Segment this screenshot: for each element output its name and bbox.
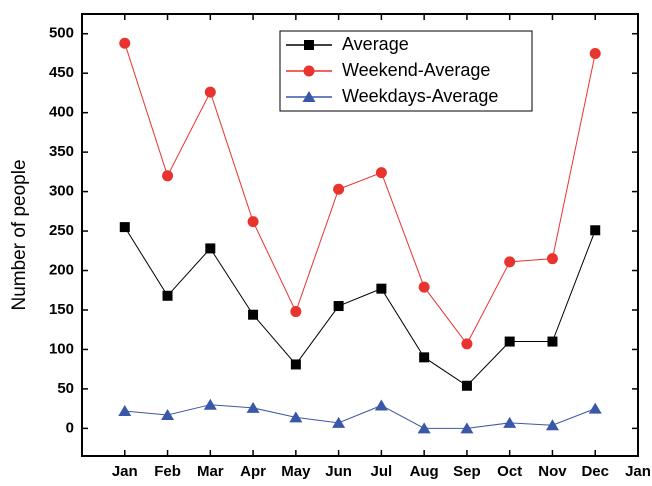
y-tick-label: 300 <box>49 183 74 200</box>
marker <box>375 167 387 179</box>
y-axis-label: Number of people <box>9 159 30 310</box>
marker <box>162 170 174 182</box>
y-tick-label: 150 <box>49 301 74 318</box>
marker <box>333 301 344 312</box>
x-tick-label: Mar <box>197 463 224 480</box>
marker <box>417 422 431 434</box>
marker <box>503 416 517 428</box>
y-tick-label: 350 <box>49 143 74 160</box>
y-tick-label: 50 <box>57 380 74 397</box>
marker <box>461 380 472 391</box>
series-line <box>124 43 596 345</box>
legend-label: Weekdays-Average <box>342 86 498 106</box>
marker <box>118 405 132 417</box>
series-line <box>124 226 596 387</box>
marker <box>204 86 216 98</box>
marker <box>162 290 173 301</box>
x-tick-label: Sep <box>453 463 481 480</box>
marker <box>545 419 559 431</box>
marker <box>203 398 217 410</box>
marker <box>246 401 260 413</box>
marker <box>247 216 259 228</box>
marker <box>588 402 602 414</box>
y-tick-label: 200 <box>49 261 74 278</box>
legend-label: Weekend-Average <box>342 60 490 80</box>
x-tick-label: Jan <box>112 463 138 480</box>
marker <box>302 91 316 102</box>
x-tick-label: Apr <box>240 463 266 480</box>
marker <box>304 40 314 50</box>
marker <box>376 283 387 294</box>
marker <box>374 399 388 411</box>
marker <box>589 47 601 59</box>
marker <box>290 359 301 370</box>
marker <box>205 243 216 254</box>
x-tick-label: Dec <box>581 463 609 480</box>
x-tick-label: May <box>281 463 311 480</box>
marker <box>119 222 130 233</box>
x-tick-label: Aug <box>410 463 439 480</box>
x-tick-label: Nov <box>538 463 567 480</box>
x-tick-label: Feb <box>154 463 181 480</box>
marker <box>546 253 558 265</box>
marker <box>460 422 474 434</box>
x-tick-label: Jul <box>371 463 393 480</box>
series-line <box>124 404 596 429</box>
y-tick-label: 400 <box>49 104 74 121</box>
legend-label: Average <box>342 34 409 54</box>
y-tick-label: 100 <box>49 340 74 357</box>
marker <box>418 281 430 293</box>
marker <box>419 352 430 363</box>
marker <box>303 65 315 77</box>
x-tick-label: Oct <box>497 463 522 480</box>
marker <box>590 225 601 236</box>
plot-frame <box>81 13 639 457</box>
y-tick-label: 500 <box>49 25 74 42</box>
marker <box>333 183 345 195</box>
marker <box>161 408 175 420</box>
x-tick-label: Jan <box>625 463 651 480</box>
marker <box>290 306 302 318</box>
marker <box>248 309 259 320</box>
marker <box>289 411 303 423</box>
marker <box>504 256 516 268</box>
y-tick-label: 0 <box>66 419 74 436</box>
marker <box>332 416 346 428</box>
marker <box>504 336 515 347</box>
marker <box>461 338 473 350</box>
marker <box>119 37 131 49</box>
y-tick-label: 450 <box>49 64 74 81</box>
x-tick-label: Jun <box>325 463 352 480</box>
marker <box>547 336 558 347</box>
y-tick-label: 250 <box>49 222 74 239</box>
